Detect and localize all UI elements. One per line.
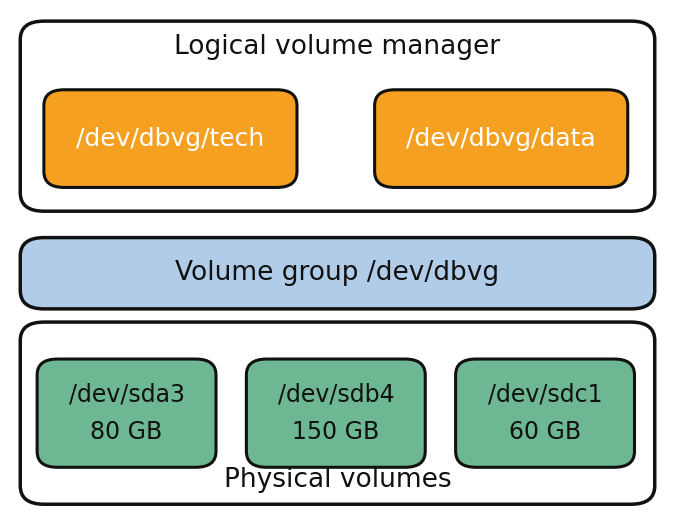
FancyBboxPatch shape [20,322,655,504]
Text: /dev/dbvg/data: /dev/dbvg/data [406,127,596,150]
FancyBboxPatch shape [246,359,425,467]
FancyBboxPatch shape [456,359,634,467]
FancyBboxPatch shape [44,90,297,187]
Text: /dev/sda3
80 GB: /dev/sda3 80 GB [69,382,184,444]
Text: Volume group /dev/dbvg: Volume group /dev/dbvg [176,260,500,286]
FancyBboxPatch shape [375,90,628,187]
Text: Logical volume manager: Logical volume manager [174,34,501,60]
Text: /dev/sdc1
60 GB: /dev/sdc1 60 GB [488,382,602,444]
FancyBboxPatch shape [20,238,655,309]
FancyBboxPatch shape [20,21,655,211]
Text: /dev/dbvg/tech: /dev/dbvg/tech [76,127,265,150]
Text: /dev/sdb4
150 GB: /dev/sdb4 150 GB [277,382,394,444]
Text: Physical volumes: Physical volumes [223,467,452,493]
FancyBboxPatch shape [37,359,216,467]
